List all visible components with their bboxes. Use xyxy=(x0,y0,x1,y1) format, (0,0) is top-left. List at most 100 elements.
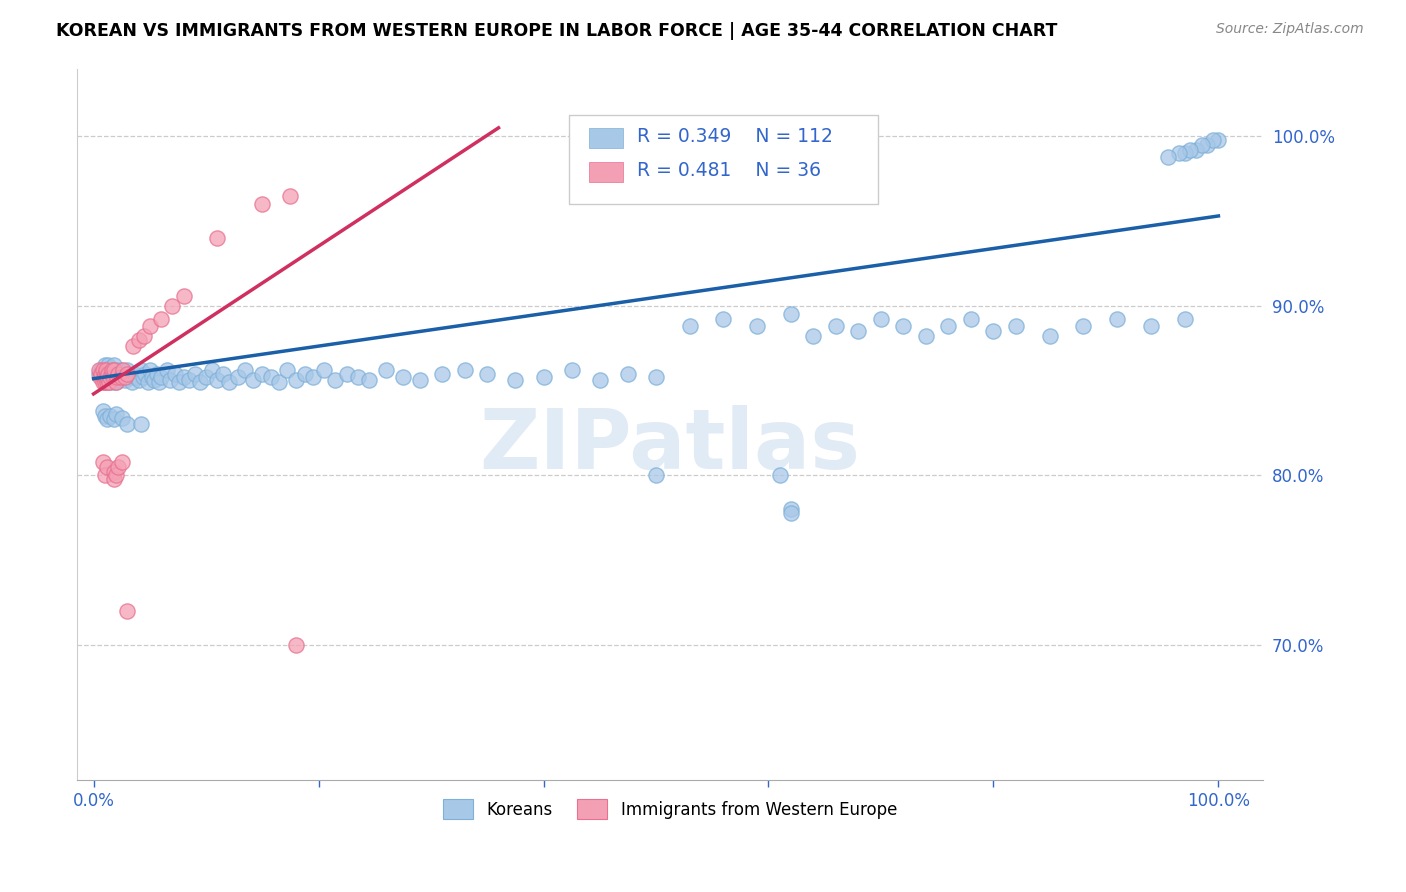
Point xyxy=(1005,319,1028,334)
Point xyxy=(114,370,136,384)
Bar xyxy=(589,128,623,148)
Point xyxy=(96,375,118,389)
Point xyxy=(105,375,128,389)
Point xyxy=(375,363,398,377)
Point xyxy=(1140,319,1163,334)
Point xyxy=(90,367,112,381)
Point xyxy=(645,468,668,483)
Point xyxy=(94,367,117,381)
Point xyxy=(314,363,336,377)
Point xyxy=(825,319,848,334)
Point xyxy=(117,367,139,381)
Point xyxy=(105,375,128,389)
Point xyxy=(477,367,499,381)
Point xyxy=(269,375,291,389)
Point xyxy=(117,363,139,377)
Point xyxy=(117,604,139,618)
Point xyxy=(100,367,122,381)
Text: R = 0.481    N = 36: R = 0.481 N = 36 xyxy=(637,161,821,180)
Point xyxy=(218,375,240,389)
Point xyxy=(769,468,792,483)
Point xyxy=(98,375,121,389)
Point xyxy=(134,367,156,381)
Point xyxy=(285,373,308,387)
Text: Source: ZipAtlas.com: Source: ZipAtlas.com xyxy=(1216,22,1364,37)
Point xyxy=(91,375,114,389)
Point xyxy=(91,363,114,377)
Point xyxy=(90,363,112,377)
Point xyxy=(105,370,128,384)
Point xyxy=(111,363,134,377)
Bar xyxy=(589,162,623,182)
Point xyxy=(780,307,803,321)
Point xyxy=(1180,143,1202,157)
Point xyxy=(139,363,162,377)
Point xyxy=(111,410,134,425)
Point xyxy=(96,412,118,426)
Point xyxy=(96,459,118,474)
Point xyxy=(107,367,129,381)
Point xyxy=(938,319,960,334)
Point xyxy=(645,370,668,384)
Point xyxy=(89,367,111,381)
Point xyxy=(179,373,201,387)
Point xyxy=(1039,329,1062,343)
Point xyxy=(141,370,163,384)
Point xyxy=(105,363,128,377)
Point xyxy=(103,465,125,479)
Point xyxy=(100,363,122,377)
Point xyxy=(121,375,143,389)
Point xyxy=(94,375,117,389)
Point xyxy=(129,363,152,377)
Point xyxy=(89,370,111,384)
Point xyxy=(107,367,129,381)
Point xyxy=(91,455,114,469)
Point xyxy=(276,363,298,377)
Point xyxy=(915,329,938,343)
Point xyxy=(103,472,125,486)
Point xyxy=(132,370,155,384)
Point xyxy=(111,455,134,469)
Point xyxy=(432,367,454,381)
Point xyxy=(156,363,179,377)
Point xyxy=(143,373,166,387)
Point xyxy=(105,370,128,384)
Point xyxy=(803,329,825,343)
Point xyxy=(117,417,139,432)
Point xyxy=(134,329,156,343)
Point xyxy=(280,188,302,202)
Point xyxy=(679,319,702,334)
Point xyxy=(252,197,274,211)
Point xyxy=(195,370,218,384)
Point xyxy=(129,417,152,432)
Point xyxy=(101,370,124,384)
Point xyxy=(747,319,769,334)
Point xyxy=(105,407,128,421)
Point xyxy=(1197,137,1219,152)
Point xyxy=(1073,319,1095,334)
Point xyxy=(128,333,150,347)
Point xyxy=(111,367,134,381)
Point xyxy=(97,367,120,381)
Point xyxy=(1185,143,1208,157)
Point xyxy=(98,375,121,389)
Point xyxy=(561,363,583,377)
Point xyxy=(1168,146,1191,161)
Point xyxy=(162,299,184,313)
Point xyxy=(1202,133,1225,147)
Point xyxy=(100,409,122,423)
Point xyxy=(359,373,381,387)
Point xyxy=(1157,150,1180,164)
Point xyxy=(100,370,122,384)
Text: R = 0.349    N = 112: R = 0.349 N = 112 xyxy=(637,127,832,145)
Point xyxy=(294,367,316,381)
Point xyxy=(91,370,114,384)
Point xyxy=(108,373,131,387)
Point xyxy=(1174,146,1197,161)
Point xyxy=(94,358,117,372)
Point xyxy=(260,370,283,384)
Point xyxy=(207,373,229,387)
FancyBboxPatch shape xyxy=(569,115,877,203)
Point xyxy=(163,367,186,381)
Point xyxy=(190,375,212,389)
